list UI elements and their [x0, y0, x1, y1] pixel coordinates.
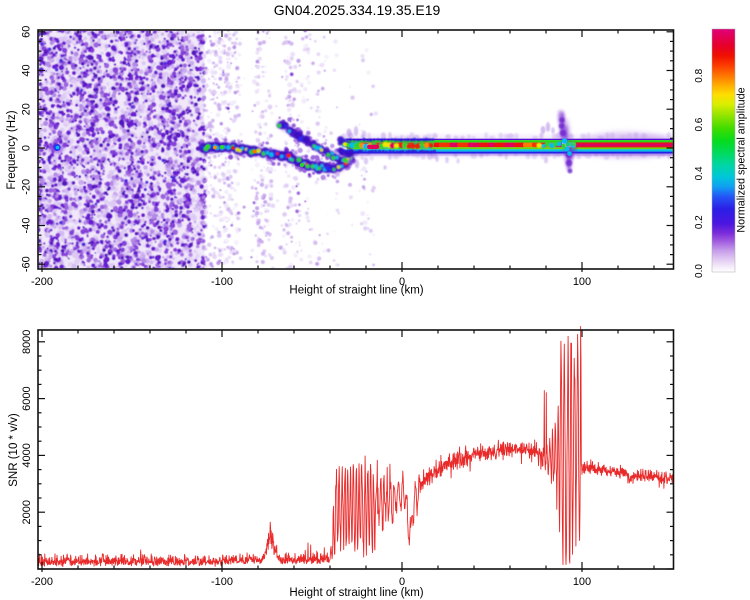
svg-text:GN04.2025.334.19.35.E19: GN04.2025.334.19.35.E19	[274, 2, 441, 18]
